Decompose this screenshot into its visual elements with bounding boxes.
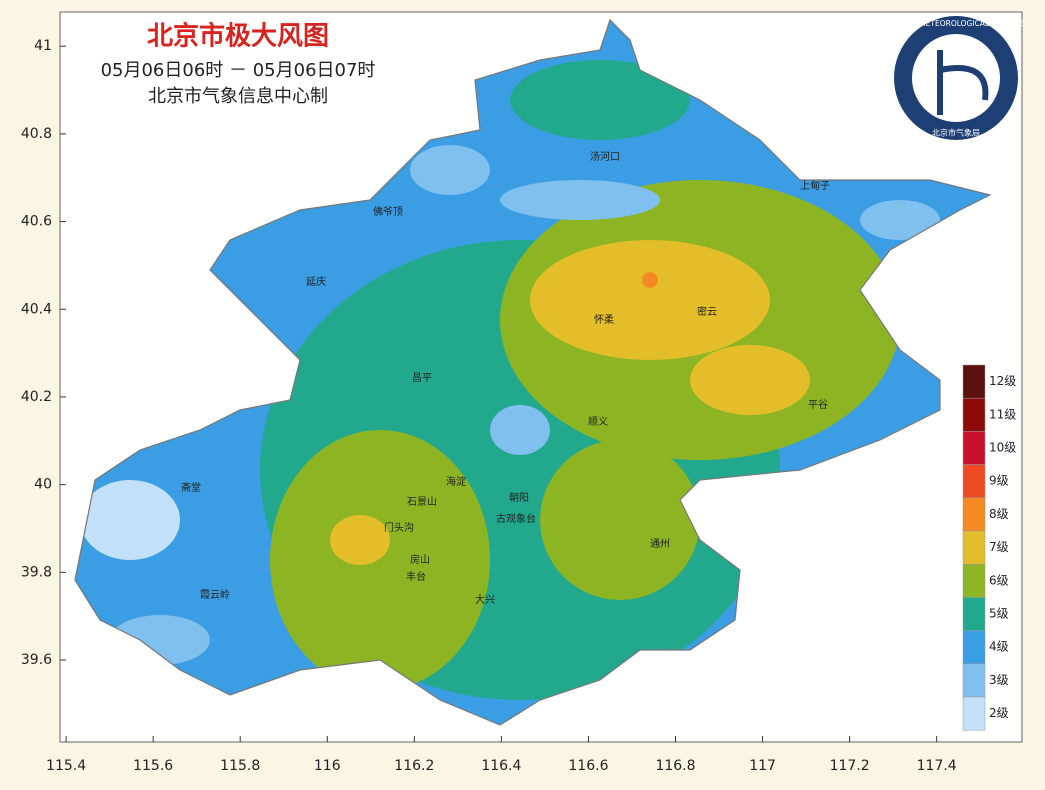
place-label: 房山 [410,553,430,566]
credit: 北京市气象信息中心制 [148,86,328,107]
legend-label: 8级 [989,507,1009,521]
legend-swatch [962,696,986,731]
place-label: 丰台 [406,570,426,583]
legend-swatch [962,663,986,698]
place-label: 朝阳 [509,492,529,504]
y-tick-label: 39.6 [21,652,52,668]
legend-label: 11级 [989,407,1016,421]
place-label: 海淀 [446,475,466,488]
title: 北京市极大风图 [147,21,329,52]
legend-label: 7级 [989,540,1009,554]
place-label: 延庆 [306,275,326,288]
y-tick-label: 40 [34,477,52,493]
x-tick-label: 116.8 [655,758,695,774]
legend-label: 6级 [989,573,1009,587]
legend-swatch [962,464,986,499]
x-tick-label: 117 [749,758,776,774]
legend-swatch [962,597,986,631]
place-label: 上甸子 [800,179,830,192]
y-tick-label: 40.4 [21,301,52,317]
place-label: 佛爷顶 [373,205,403,218]
logo: BEIJING METEOROLOGICAL SERVICE 北京市气象局 [889,16,1024,140]
x-tick-label: 116.6 [568,758,608,774]
place-label: 昌平 [412,372,432,384]
place-label: 斋堂 [181,481,201,494]
x-tick-label: 116 [314,758,341,774]
legend-swatch [962,397,986,432]
legend-label: 12级 [989,374,1016,388]
place-label: 汤河口 [590,150,620,163]
y-tick-label: 40.6 [21,214,52,230]
legend-swatch [962,364,986,399]
place-label: 霞云岭 [200,588,230,601]
place-label: 门头沟 [384,521,414,534]
place-label: 石景山 [407,496,437,508]
y-tick-label: 40.2 [21,389,52,405]
legend-label: 4级 [989,640,1009,654]
x-tick-label: 116.4 [481,758,521,774]
legend-swatch [962,530,986,565]
y-tick-label: 39.8 [21,564,52,580]
place-label: 平谷 [808,399,828,411]
legend-label: 10级 [989,441,1016,455]
x-tick-label: 116.2 [394,758,434,774]
logo-mark [937,50,989,115]
place-label: 古观象台 [496,512,536,525]
legend-label: 9级 [989,474,1009,488]
place-label: 通州 [650,538,670,550]
legend-label: 5级 [989,607,1009,621]
place-label: 顺义 [588,416,608,428]
x-tick-label: 115.6 [133,758,173,774]
legend-swatch [962,431,986,465]
legend-swatch [962,630,986,665]
legend-label: 3级 [989,673,1009,687]
subtitle: 05月06日06时 － 05月06日07时 [101,60,376,81]
legend-swatch [962,563,986,598]
place-label: 怀柔 [594,314,614,326]
place-label: 密云 [697,305,717,318]
logo-text-cn: 北京市气象局 [932,128,980,138]
x-tick-label: 117.4 [917,758,957,774]
y-tick-label: 40.8 [21,126,52,142]
legend-label: 2级 [989,706,1009,720]
y-tick-label: 41 [34,38,52,54]
legend-swatch [962,497,986,532]
logo-inner [912,34,1000,122]
x-tick-label: 115.8 [220,758,260,774]
x-tick-label: 115.4 [46,758,86,774]
place-label: 大兴 [475,593,495,606]
logo-text: BEIJING METEOROLOGICAL SERVICE [889,19,1024,28]
x-tick-label: 117.2 [830,758,870,774]
